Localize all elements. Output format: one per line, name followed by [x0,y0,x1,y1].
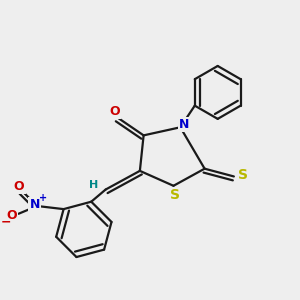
Text: S: S [170,188,180,202]
Text: +: + [39,193,47,203]
Text: H: H [88,180,98,190]
Text: N: N [29,198,40,211]
Text: O: O [6,209,17,222]
Text: O: O [14,180,24,193]
Text: −: − [1,215,11,228]
Text: S: S [238,168,248,182]
Text: N: N [179,118,189,131]
Text: O: O [109,105,120,118]
